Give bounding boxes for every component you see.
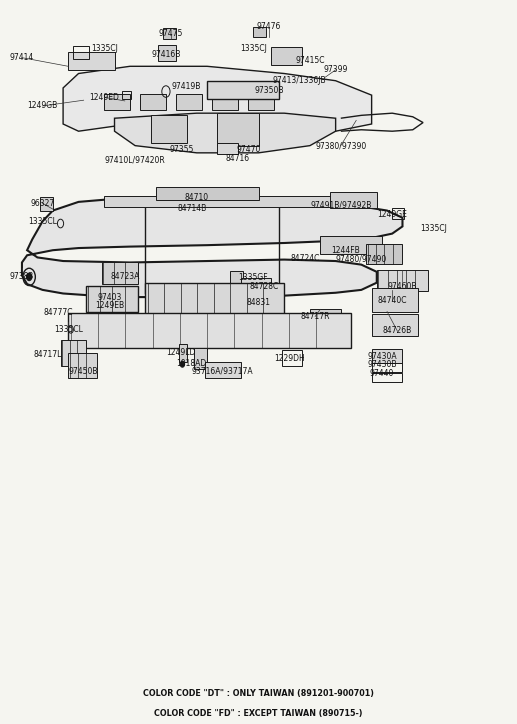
Bar [140,94,166,110]
Bar [104,94,130,110]
Text: 97414: 97414 [10,53,34,62]
Text: 84726B: 84726B [383,327,412,335]
Text: 97413/1336JB: 97413/1336JB [273,76,326,85]
Text: 84714B: 84714B [177,204,206,213]
Bar [176,94,202,110]
Text: 84723A: 84723A [110,272,140,282]
Text: COLOR CODE "DT" : ONLY TAIWAN (891201-900701): COLOR CODE "DT" : ONLY TAIWAN (891201-90… [143,689,374,698]
Text: 97470: 97470 [236,145,261,153]
Bar [240,277,271,293]
Circle shape [26,273,32,280]
Bar [212,94,238,110]
Text: 84710: 84710 [185,193,209,202]
Bar [310,309,341,322]
Text: 97440: 97440 [370,369,394,378]
Text: 1335CJ: 1335CJ [420,224,447,233]
Bar [230,271,243,284]
Bar [248,94,274,110]
Bar [194,348,207,369]
Bar [104,196,361,207]
Bar [372,363,402,372]
Text: 97355: 97355 [169,145,193,153]
Circle shape [180,361,185,367]
Text: 1249ED: 1249ED [89,93,119,102]
Bar [372,373,402,382]
Text: COLOR CODE "FD" : EXCEPT TAIWAN (890715-): COLOR CODE "FD" : EXCEPT TAIWAN (890715-… [154,710,363,718]
Text: 97491B/97492B: 97491B/97492B [310,201,371,209]
Text: 93716A/93717A: 93716A/93717A [192,367,253,376]
Bar [372,314,418,336]
Bar [102,263,138,284]
Text: 1018AD: 1018AD [176,359,207,368]
Text: 84740C: 84740C [377,296,407,306]
Bar [330,192,377,208]
Text: 1249EB: 1249EB [95,301,124,311]
Text: 84717L: 84717L [34,350,62,359]
Bar [73,46,89,59]
Text: 1335CJ: 1335CJ [240,43,267,53]
Text: 1249LD: 1249LD [166,348,196,357]
Text: 97416B: 97416B [151,49,180,59]
PathPatch shape [63,67,372,131]
Bar [40,197,53,211]
Bar [60,340,86,366]
Text: 97450B: 97450B [69,367,98,376]
Bar [377,269,428,291]
Bar [163,28,176,39]
Bar [320,236,382,254]
Text: 1335CL: 1335CL [54,325,83,334]
Text: 97430A: 97430A [367,352,397,361]
Text: 97460B: 97460B [388,282,417,291]
Text: 1244FB: 1244FB [331,245,360,255]
Bar [156,187,258,200]
Text: 1249GB: 1249GB [27,101,58,111]
Bar [367,244,402,264]
Text: 84728C: 84728C [249,282,278,291]
Text: 97383: 97383 [10,272,34,282]
Bar [68,353,97,378]
Bar [150,114,187,143]
Bar [253,27,266,38]
Bar [372,349,402,363]
Text: 84831: 84831 [247,298,270,308]
Bar [179,344,187,362]
Bar [145,282,284,317]
PathPatch shape [115,113,336,153]
Text: 97380/97390: 97380/97390 [315,141,367,150]
Text: 1335CJ: 1335CJ [91,43,118,53]
Text: 97430B: 97430B [367,361,397,369]
Text: 96327: 96327 [31,199,55,208]
Bar [86,286,138,311]
Text: 97475: 97475 [159,30,183,38]
Text: 1229DH: 1229DH [274,354,305,363]
Text: 97476: 97476 [256,22,281,31]
Text: 1335GF: 1335GF [238,273,268,282]
Text: 97350B: 97350B [254,85,283,95]
Bar [68,313,351,348]
Bar [282,350,302,366]
Bar [372,288,418,311]
Bar [205,362,240,378]
Text: 97403: 97403 [97,293,121,303]
Bar [207,80,279,98]
Text: 97480/97490: 97480/97490 [336,254,387,264]
Text: 97399: 97399 [324,65,348,75]
Text: 1335CL: 1335CL [28,217,57,226]
Text: 84716: 84716 [226,154,250,163]
Bar [392,208,403,219]
PathPatch shape [22,198,402,297]
Text: 84724C: 84724C [290,254,320,264]
Text: 97419B: 97419B [172,82,201,91]
Text: 84717R: 84717R [300,312,330,321]
Bar [271,47,302,65]
Bar [122,90,131,99]
Text: 97415C: 97415C [295,56,325,65]
Bar [217,113,258,146]
Bar [158,45,176,61]
Text: 97410L/97420R: 97410L/97420R [105,156,165,164]
Text: 1249GE: 1249GE [377,210,407,219]
Bar [68,52,115,70]
Text: 84777C: 84777C [43,308,73,317]
Bar [217,143,238,154]
